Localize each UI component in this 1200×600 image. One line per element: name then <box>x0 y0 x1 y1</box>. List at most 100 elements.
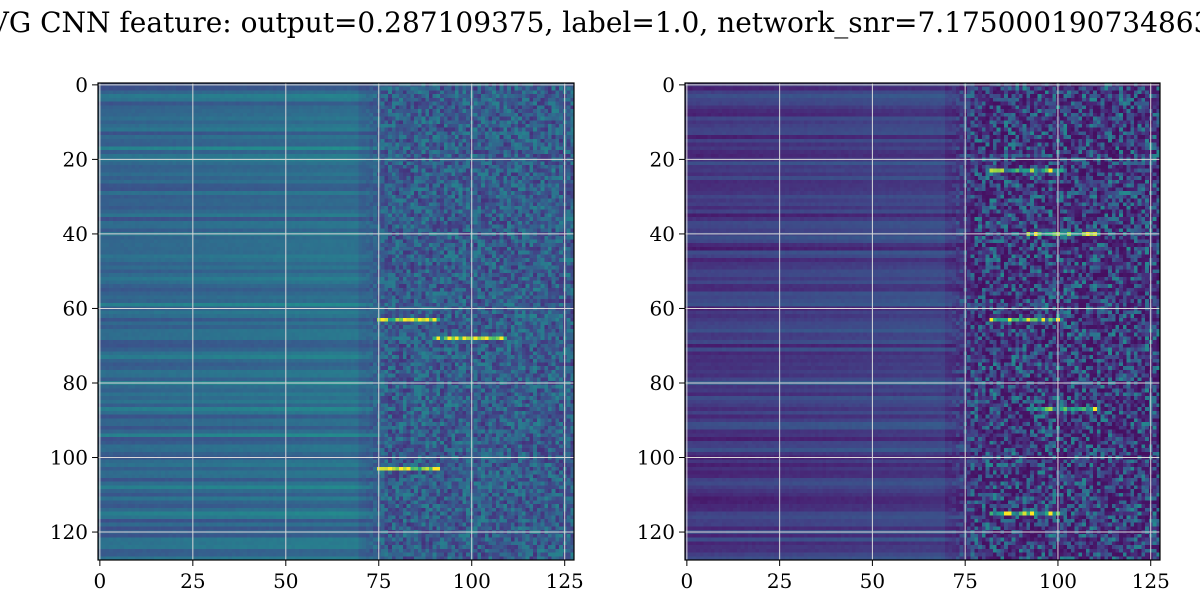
heatmap-cell <box>514 172 519 177</box>
heatmap-cell <box>436 176 441 181</box>
heatmap-cell <box>243 101 248 106</box>
heatmap-cell <box>570 164 575 170</box>
heatmap-cell <box>127 116 132 121</box>
heatmap-cell <box>202 120 207 125</box>
heatmap-cell <box>298 168 303 173</box>
heatmap-cell <box>336 209 341 214</box>
heatmap-cell <box>157 209 162 214</box>
heatmap-cell <box>228 135 233 140</box>
heatmap-cell <box>176 120 181 125</box>
heatmap-cell <box>414 220 419 226</box>
heatmap-cell <box>440 224 445 229</box>
heatmap-cell <box>324 153 329 158</box>
heatmap-cell <box>246 172 251 177</box>
heatmap-cell <box>324 187 329 192</box>
heatmap-cell <box>183 217 188 222</box>
heatmap-cell <box>343 123 348 129</box>
heatmap-cell <box>350 90 355 95</box>
heatmap-cell <box>306 150 311 155</box>
heatmap-cell <box>365 183 370 188</box>
heatmap-cell <box>209 179 214 185</box>
heatmap-cell <box>138 205 144 211</box>
heatmap-cell <box>336 172 341 177</box>
heatmap-cell <box>239 191 244 196</box>
heatmap-cell <box>164 105 170 110</box>
heatmap-cell <box>503 105 508 110</box>
heatmap-cell <box>228 179 233 185</box>
heatmap-cell <box>540 105 545 110</box>
heatmap-cell <box>555 213 560 218</box>
heatmap-cell <box>551 172 556 177</box>
heatmap-cell <box>235 105 240 110</box>
heatmap-cell <box>243 153 248 158</box>
heatmap-cell <box>109 191 114 196</box>
heatmap-cell <box>507 86 512 91</box>
heatmap-cell <box>183 127 188 132</box>
heatmap-cell <box>514 101 519 106</box>
heatmap-cell <box>172 191 177 196</box>
heatmap-cell <box>302 142 307 147</box>
heatmap-cell <box>332 179 337 185</box>
heatmap-cell <box>183 198 188 203</box>
heatmap-cell <box>317 213 322 218</box>
heatmap-cell <box>428 209 434 214</box>
heatmap-cell <box>112 101 117 106</box>
heatmap-cell <box>317 90 322 95</box>
heatmap-cell <box>395 205 400 211</box>
heatmap-cell <box>525 112 530 117</box>
heatmap-cell <box>395 194 400 199</box>
heatmap-cell <box>547 187 553 192</box>
heatmap-cell <box>495 194 501 199</box>
heatmap-cell <box>406 164 411 170</box>
heatmap-cell <box>112 205 117 211</box>
heatmap-cell <box>109 97 114 103</box>
heatmap-cell <box>172 146 177 151</box>
heatmap-cell <box>462 127 467 132</box>
heatmap-cell <box>473 109 478 114</box>
heatmap-cell <box>339 202 344 207</box>
heatmap-cell <box>187 135 192 140</box>
heatmap-cell <box>220 161 225 166</box>
heatmap-cell <box>458 213 463 218</box>
heatmap-cell <box>205 172 210 177</box>
heatmap-cell <box>135 179 140 185</box>
heatmap-cell <box>388 153 393 158</box>
heatmap-cell <box>183 135 188 140</box>
heatmap-cell <box>109 131 114 136</box>
heatmap-cell <box>518 142 523 147</box>
heatmap-cell <box>202 127 207 132</box>
heatmap-cell <box>369 179 374 185</box>
heatmap-cell <box>131 191 136 196</box>
heatmap-cell <box>533 202 538 207</box>
heatmap-cell <box>291 198 296 203</box>
heatmap-cell <box>443 213 448 218</box>
heatmap-cell <box>332 101 337 106</box>
heatmap-cell <box>209 146 214 151</box>
heatmap-cell <box>306 187 311 192</box>
heatmap-cell <box>358 90 363 95</box>
heatmap-cell <box>354 198 359 203</box>
heatmap-cell <box>559 191 564 196</box>
heatmap-cell <box>328 183 333 188</box>
heatmap-cell <box>388 176 393 181</box>
heatmap-cell <box>533 150 538 155</box>
heatmap-cell <box>228 198 233 203</box>
heatmap-cell <box>198 187 203 192</box>
heatmap-cell <box>187 105 192 110</box>
heatmap-cell <box>547 120 553 125</box>
heatmap-cell <box>105 120 110 125</box>
heatmap-cell <box>507 191 512 196</box>
heatmap-cell <box>179 194 184 199</box>
heatmap-cell <box>488 142 493 147</box>
heatmap-cell <box>205 123 210 129</box>
heatmap-cell <box>358 150 363 155</box>
heatmap-cell <box>220 205 225 211</box>
heatmap-cell <box>458 86 463 91</box>
heatmap-cell <box>321 176 326 181</box>
heatmap-cell <box>150 191 155 196</box>
heatmap-cell <box>142 198 147 203</box>
heatmap-cell <box>521 202 527 207</box>
heatmap-cell <box>324 224 329 229</box>
heatmap-cell <box>209 224 214 229</box>
heatmap-cell <box>481 131 486 136</box>
